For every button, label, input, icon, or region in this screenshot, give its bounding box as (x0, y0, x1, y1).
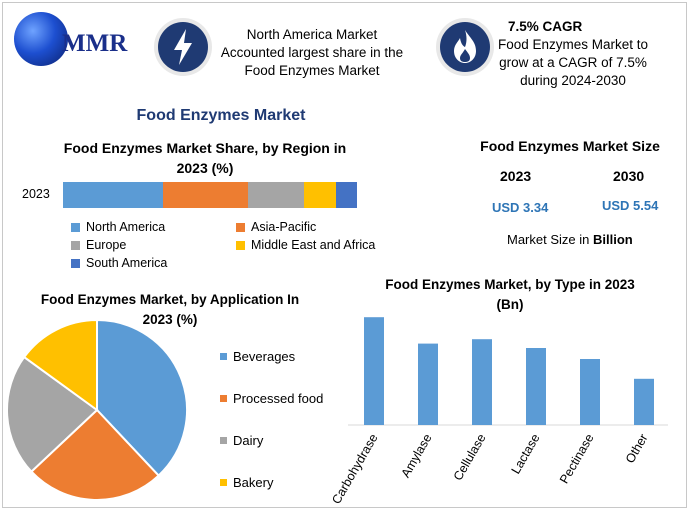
highlight2-line3: during 2024-2030 (520, 73, 626, 88)
market-size-title: Food Enzymes Market Size (480, 138, 660, 154)
pie-slice-dairy (6, 355, 99, 474)
type-bar-cellulase (472, 339, 492, 425)
legend-label: Europe (86, 238, 127, 252)
application-title-line1: Food Enzymes Market, by Application In (40, 292, 300, 307)
legend-swatch (71, 240, 80, 250)
highlight1-line3: Food Enzymes Market (244, 63, 380, 78)
region-legend-item-middle-east-and-africa: Middle East and Africa (236, 238, 375, 252)
type-title-line2: (Bn) (496, 297, 524, 312)
pie-slice-beverages (96, 318, 188, 478)
region-bar-segment-north-america (63, 182, 163, 208)
region-title-line1: Food Enzymes Market Share, by Region in (63, 140, 347, 156)
region-bar-segment-europe (248, 182, 305, 208)
type-tick-label-lactase: Lactase (509, 431, 543, 476)
legend-swatch (236, 240, 245, 250)
type-bar-carbohydrase (364, 317, 384, 425)
market-size-note-unit: Billion (592, 232, 633, 247)
legend-swatch (236, 222, 245, 232)
highlight1-line1: North America Market (246, 27, 378, 42)
application-legend-item-beverages: Beverages (220, 349, 295, 364)
market-size-note: Market Size in Billion (507, 232, 633, 247)
highlight-north-america: North America Market Accounted largest s… (214, 26, 410, 80)
market-size-value-2030: USD 5.54 (602, 198, 659, 213)
highlight-cagr: 7.5% CAGR Food Enzymes Market to grow at… (486, 18, 660, 90)
legend-label: Processed food (233, 391, 324, 406)
market-size-year-2023: 2023 (500, 168, 532, 184)
type-tick-label-amylase: Amylase (399, 431, 435, 480)
region-stacked-bar (63, 182, 357, 208)
highlight1-line2: Accounted largest share in the (220, 45, 404, 60)
legend-label: Dairy (233, 433, 264, 448)
infographic-frame (2, 2, 687, 508)
type-tick-label-other: Other (623, 432, 651, 466)
cagr-title: 7.5% CAGR (508, 19, 583, 34)
legend-swatch (220, 353, 227, 360)
application-chart-title: Food Enzymes Market, by Application In 2… (20, 290, 320, 330)
market-size-value-2023: USD 3.34 (492, 200, 549, 215)
type-chart-title: Food Enzymes Market, by Type in 2023 (Bn… (365, 275, 655, 315)
region-legend-item-south-america: South America (71, 256, 167, 270)
market-size-year-2030: 2030 (613, 168, 645, 184)
legend-swatch (220, 479, 227, 486)
application-legend-item-bakery: Bakery (220, 475, 273, 490)
highlight2-line2: grow at a CAGR of 7.5% (499, 55, 647, 70)
region-category-label: 2023 (22, 187, 50, 201)
type-tick-label-carbohydrase: Carbohydrase (329, 431, 380, 506)
logo-text: MMR (62, 30, 128, 57)
main-title: Food Enzymes Market (136, 107, 306, 124)
type-title-line1: Food Enzymes Market, by Type in 2023 (385, 277, 635, 292)
region-legend-item-asia-pacific: Asia-Pacific (236, 220, 316, 234)
legend-swatch (71, 258, 80, 268)
application-legend-item-dairy: Dairy (220, 433, 263, 448)
highlight2-line1: Food Enzymes Market to (497, 37, 649, 52)
region-legend-item-europe: Europe (71, 238, 126, 252)
legend-swatch (220, 395, 227, 402)
region-bar-segment-asia-pacific (162, 182, 249, 208)
legend-label: Asia-Pacific (251, 220, 317, 234)
legend-label: South America (86, 256, 168, 270)
type-bar-lactase (526, 348, 546, 425)
legend-swatch (220, 437, 227, 444)
application-pie-chart (6, 318, 188, 501)
region-bar-segment-south-america (336, 182, 357, 208)
type-tick-label-cellulase: Cellulase (451, 431, 489, 483)
type-bar-other (634, 378, 654, 425)
legend-label: North America (86, 220, 166, 234)
application-legend-item-processed-food: Processed food (220, 391, 323, 406)
application-title-line2: 2023 (%) (142, 312, 198, 327)
type-bar-pectinase (580, 359, 600, 425)
market-size-note-prefix: Market Size in (507, 232, 593, 247)
region-bar-segment-middle-east-and-africa (304, 182, 337, 208)
legend-label: Beverages (233, 349, 296, 364)
lightning-icon (154, 18, 212, 76)
legend-swatch (71, 222, 80, 232)
region-legend-item-north-america: North America (71, 220, 165, 234)
legend-label: Bakery (233, 475, 274, 490)
pie-slice-bakery (22, 318, 98, 412)
region-chart-title: Food Enzymes Market Share, by Region in … (40, 138, 370, 178)
type-bar-amylase (418, 343, 438, 425)
type-tick-label-pectinase: Pectinase (557, 431, 597, 486)
region-title-line2: 2023 (%) (176, 160, 234, 176)
type-bar-chart: Carbohydrase Amylase Cellulase Lactase Pecti… (329, 317, 668, 506)
flame-icon (436, 18, 494, 76)
pie-slice-processed-food (29, 408, 161, 501)
legend-label: Middle East and Africa (251, 238, 376, 252)
globe-icon (14, 12, 68, 66)
